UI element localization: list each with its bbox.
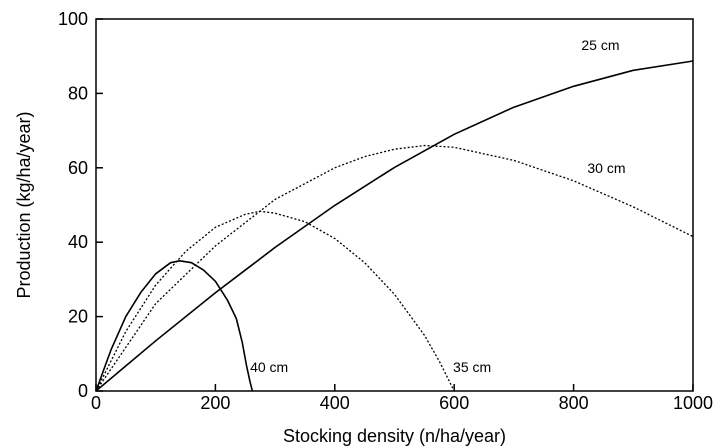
x-axis-ticks: 0 200 400 600 800 1000 bbox=[91, 384, 713, 413]
series-label: 30 cm bbox=[587, 160, 625, 176]
x-tick-label: 200 bbox=[200, 393, 230, 413]
plot-frame bbox=[95, 18, 694, 392]
series-line-30-cm bbox=[95, 144, 694, 392]
series-label: 25 cm bbox=[581, 37, 619, 53]
x-axis-title: Stocking density (n/ha/year) bbox=[283, 426, 506, 446]
series-label: 35 cm bbox=[453, 359, 491, 375]
x-tick-label: 600 bbox=[439, 393, 469, 413]
y-tick-label: 100 bbox=[58, 9, 88, 29]
series-line-40-cm bbox=[95, 260, 254, 392]
series-layer bbox=[95, 60, 694, 392]
x-tick-label: 0 bbox=[91, 393, 101, 413]
y-tick-label: 0 bbox=[78, 381, 88, 401]
x-tick-label: 1000 bbox=[673, 393, 713, 413]
y-axis-title: Production (kg/ha/year) bbox=[14, 111, 34, 298]
y-tick-label: 80 bbox=[68, 83, 88, 103]
x-tick-label: 800 bbox=[559, 393, 589, 413]
y-axis-ticks: 0 20 40 60 80 100 bbox=[58, 9, 103, 401]
series-labels: 25 cm 30 cm 35 cm 40 cm bbox=[250, 37, 625, 375]
series-line-35-cm bbox=[95, 210, 455, 392]
y-tick-label: 60 bbox=[68, 158, 88, 178]
y-tick-label: 20 bbox=[68, 307, 88, 327]
y-tick-label: 40 bbox=[68, 232, 88, 252]
series-label: 40 cm bbox=[250, 359, 288, 375]
x-tick-label: 400 bbox=[320, 393, 350, 413]
plot-area bbox=[95, 18, 694, 392]
series-line-25-cm bbox=[95, 60, 694, 392]
